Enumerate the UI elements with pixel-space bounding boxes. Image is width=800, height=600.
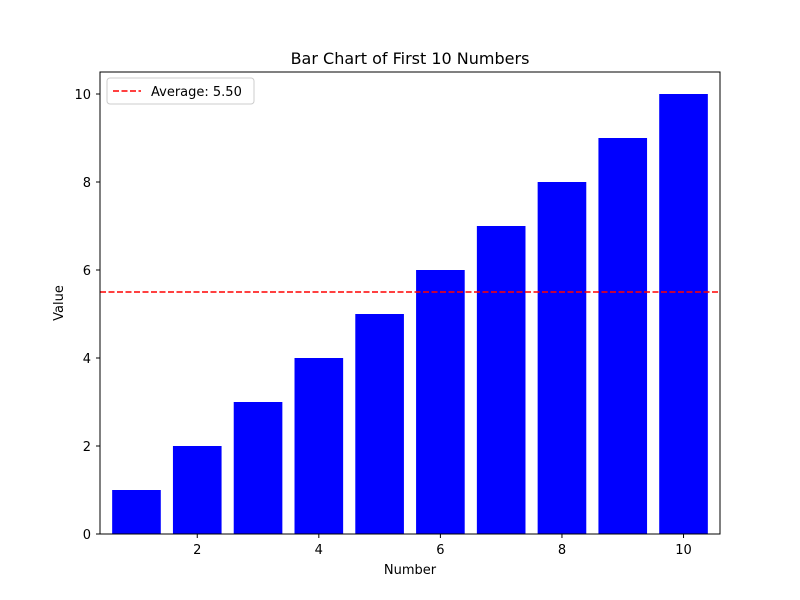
y-axis-ticks: 0 2 4 6 8 10 — [74, 88, 100, 543]
y-axis-label: Value — [52, 285, 67, 321]
legend-box — [106, 77, 255, 105]
bar-2 — [172, 446, 222, 534]
bars-group — [112, 94, 708, 534]
bar-4 — [294, 358, 344, 534]
bar-3 — [233, 402, 283, 534]
x-tick-label-6: 6 — [436, 543, 444, 558]
x-tick-label-2: 2 — [193, 543, 201, 558]
y-tick-label-4: 4 — [83, 352, 91, 367]
bar-10 — [659, 94, 708, 534]
bar-1 — [112, 490, 161, 534]
y-tick-label-2: 2 — [83, 440, 91, 455]
bar-9 — [598, 138, 648, 534]
bar-7 — [476, 226, 526, 534]
bar-6 — [416, 270, 465, 534]
plot-frame — [99, 71, 721, 535]
legend-label: Average: 5.50 — [151, 85, 242, 100]
x-axis-label: Number — [384, 563, 437, 578]
y-tick-label-0: 0 — [83, 528, 91, 543]
chart-title: Bar Chart of First 10 Numbers — [291, 49, 530, 68]
y-tick-label-6: 6 — [83, 264, 91, 279]
bar-8 — [537, 182, 587, 534]
x-tick-label-10: 10 — [675, 543, 692, 558]
y-tick-label-10: 10 — [74, 88, 91, 103]
x-tick-label-4: 4 — [315, 543, 323, 558]
legend: Average: 5.50 — [106, 77, 255, 105]
y-tick-label-8: 8 — [83, 176, 91, 191]
x-tick-label-8: 8 — [558, 543, 566, 558]
bar-5 — [355, 314, 404, 534]
x-axis-ticks: 2 4 6 8 10 — [193, 534, 692, 558]
